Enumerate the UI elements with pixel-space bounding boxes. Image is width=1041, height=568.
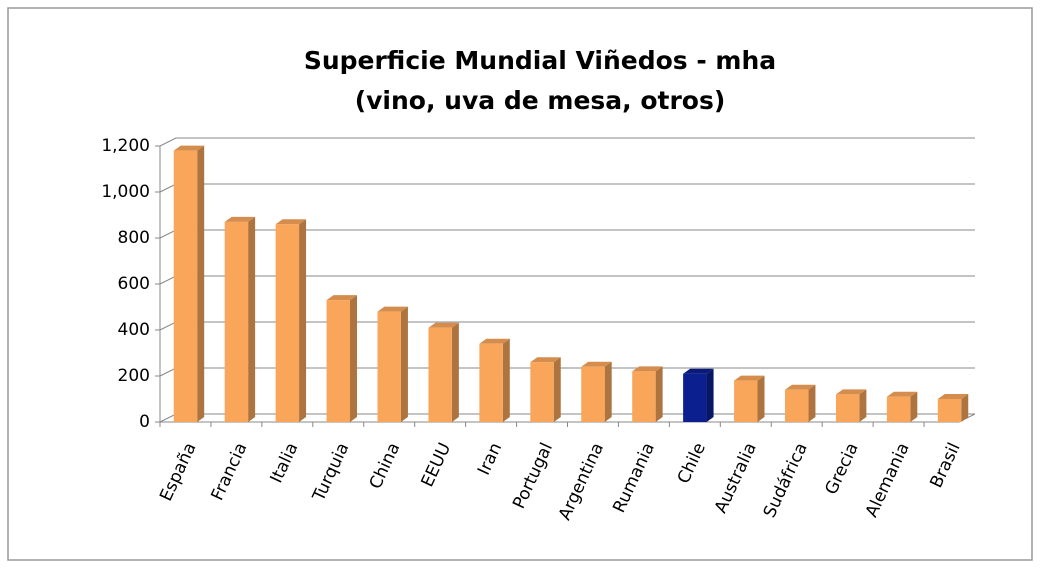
bar-top [275, 219, 307, 225]
bar-side [349, 295, 357, 422]
y-tick-label: 400 [118, 320, 150, 340]
chart-subtitle: (vino, uva de mesa, otros) [355, 86, 726, 115]
bar-side [502, 338, 510, 422]
bar-top [937, 394, 969, 399]
bar [173, 150, 198, 422]
bar [581, 366, 605, 422]
bar [937, 399, 962, 422]
y-tick-label: 1,000 [101, 182, 150, 202]
bar-top [173, 145, 205, 151]
bar-side [757, 375, 765, 422]
bar-top [581, 361, 612, 367]
bar-top [632, 366, 663, 372]
y-tick-label: 1,200 [101, 136, 150, 156]
bar [683, 373, 707, 422]
bar-top [734, 375, 765, 381]
bar-side [859, 389, 867, 422]
bar [377, 311, 401, 422]
bar-top [785, 384, 816, 390]
bar-side [299, 219, 307, 422]
bar [632, 371, 656, 422]
bar [275, 224, 300, 422]
bar-side [706, 368, 714, 422]
bar [530, 362, 554, 422]
bar-side [553, 357, 561, 422]
bar-side [655, 366, 663, 422]
bar-side [248, 216, 256, 422]
bar [785, 389, 809, 422]
y-tick-label: 0 [139, 412, 150, 432]
bar-top [377, 306, 408, 312]
bar-side [604, 361, 612, 422]
bar [886, 396, 911, 422]
bar-side [808, 384, 816, 422]
grid-line [159, 137, 975, 147]
bar-side [961, 394, 969, 422]
bar-side [400, 306, 408, 422]
bar-top [428, 322, 459, 328]
y-tick-label: 800 [118, 228, 150, 248]
bar-top [530, 357, 561, 363]
bar-top [683, 368, 714, 374]
bar [835, 394, 860, 422]
bar-top [479, 338, 510, 344]
bar-top [835, 389, 867, 395]
bar [224, 221, 249, 422]
y-tick-label: 200 [118, 366, 150, 386]
bar-top [224, 216, 256, 222]
y-tick-label: 600 [118, 274, 150, 294]
bar [326, 300, 350, 422]
bar-side [451, 322, 459, 422]
bar [734, 380, 758, 422]
chart-title: Superficie Mundial Viñedos - mha [304, 46, 776, 75]
bar-top [886, 391, 918, 397]
bar-top [326, 295, 357, 301]
bar-side [910, 391, 918, 422]
bar [479, 343, 503, 422]
bar-side [197, 145, 205, 422]
bar [428, 327, 452, 422]
